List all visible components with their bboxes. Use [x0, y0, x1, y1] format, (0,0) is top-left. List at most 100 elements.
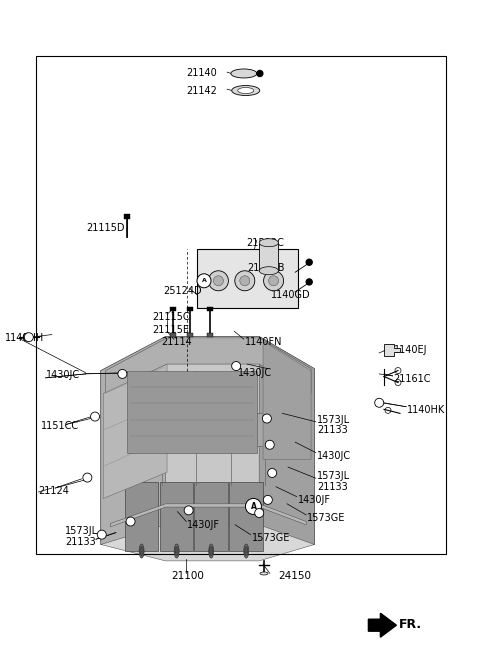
- Ellipse shape: [209, 546, 213, 556]
- Circle shape: [269, 276, 278, 286]
- Circle shape: [263, 414, 271, 423]
- Ellipse shape: [140, 546, 143, 556]
- Polygon shape: [127, 371, 257, 453]
- Ellipse shape: [232, 85, 260, 96]
- Text: 1573GE: 1573GE: [252, 533, 290, 543]
- Circle shape: [385, 407, 391, 413]
- Ellipse shape: [174, 544, 179, 558]
- Text: A: A: [251, 502, 256, 511]
- Ellipse shape: [175, 546, 179, 556]
- Text: 21124: 21124: [38, 485, 69, 496]
- Ellipse shape: [259, 239, 278, 247]
- Polygon shape: [263, 341, 311, 459]
- Circle shape: [306, 279, 312, 285]
- Polygon shape: [259, 337, 314, 544]
- Bar: [170, 333, 176, 337]
- Ellipse shape: [231, 69, 257, 78]
- Polygon shape: [101, 337, 314, 544]
- Text: 1140FN: 1140FN: [245, 337, 282, 348]
- Circle shape: [126, 517, 135, 526]
- Circle shape: [264, 495, 272, 504]
- Circle shape: [208, 271, 228, 291]
- Circle shape: [214, 276, 223, 286]
- Circle shape: [395, 380, 401, 386]
- Polygon shape: [101, 337, 166, 544]
- Circle shape: [184, 506, 193, 515]
- Text: 1140EJ: 1140EJ: [394, 344, 427, 355]
- Polygon shape: [160, 482, 193, 551]
- Circle shape: [23, 333, 31, 341]
- Text: A: A: [202, 278, 206, 283]
- Circle shape: [264, 271, 284, 291]
- Bar: [197, 249, 298, 308]
- Text: FR.: FR.: [398, 618, 421, 631]
- Polygon shape: [103, 364, 167, 499]
- Ellipse shape: [244, 546, 248, 556]
- Circle shape: [245, 499, 262, 514]
- Text: 1430JC: 1430JC: [317, 451, 351, 461]
- Bar: [170, 307, 176, 311]
- Polygon shape: [125, 482, 158, 551]
- Bar: [207, 333, 213, 337]
- Bar: [259, 243, 278, 271]
- Text: 1573JL
21133: 1573JL 21133: [317, 471, 350, 492]
- Text: 21142: 21142: [186, 85, 217, 96]
- Text: 1573GE: 1573GE: [307, 513, 346, 523]
- Ellipse shape: [259, 267, 278, 275]
- Text: 1430JF: 1430JF: [187, 520, 220, 530]
- Ellipse shape: [209, 544, 214, 558]
- Text: 1573JL
21133: 1573JL 21133: [65, 526, 98, 547]
- Circle shape: [118, 369, 127, 379]
- Circle shape: [375, 398, 384, 407]
- Circle shape: [255, 508, 264, 518]
- Text: 1573JL
21133: 1573JL 21133: [317, 415, 350, 436]
- Text: 1430JF: 1430JF: [298, 495, 331, 505]
- Bar: [187, 333, 192, 337]
- Text: 21115C: 21115C: [153, 312, 190, 322]
- Text: 1140HH: 1140HH: [5, 333, 44, 344]
- Circle shape: [24, 333, 33, 342]
- Text: 1140GD: 1140GD: [271, 290, 311, 300]
- Polygon shape: [101, 525, 314, 561]
- Circle shape: [91, 412, 99, 421]
- Circle shape: [97, 530, 106, 539]
- Circle shape: [83, 473, 92, 482]
- Circle shape: [235, 271, 255, 291]
- Text: 1151CC: 1151CC: [41, 421, 79, 432]
- Circle shape: [257, 70, 263, 77]
- Circle shape: [395, 367, 401, 373]
- Text: 25124D: 25124D: [163, 285, 202, 296]
- Text: 24150: 24150: [278, 571, 312, 581]
- Text: 1430JC: 1430JC: [238, 367, 272, 378]
- Bar: [124, 215, 130, 220]
- Circle shape: [306, 259, 312, 265]
- Bar: [207, 307, 213, 311]
- Text: 1140HK: 1140HK: [407, 405, 445, 415]
- Ellipse shape: [260, 572, 268, 575]
- Text: 21100: 21100: [171, 571, 204, 581]
- Polygon shape: [115, 413, 293, 446]
- Polygon shape: [106, 338, 311, 394]
- Text: 21161C: 21161C: [394, 374, 431, 384]
- Text: 21114: 21114: [161, 337, 192, 348]
- Text: 21115E: 21115E: [153, 325, 190, 335]
- Text: 21522C: 21522C: [246, 237, 284, 248]
- Text: 21140: 21140: [186, 68, 217, 79]
- Polygon shape: [384, 344, 400, 356]
- Ellipse shape: [139, 544, 144, 558]
- Polygon shape: [229, 482, 263, 551]
- Circle shape: [240, 276, 250, 286]
- Polygon shape: [194, 482, 228, 551]
- Polygon shape: [369, 613, 396, 637]
- Text: 21115D: 21115D: [86, 223, 125, 234]
- Ellipse shape: [238, 87, 254, 94]
- Text: 1430JC: 1430JC: [46, 370, 80, 380]
- Ellipse shape: [244, 544, 249, 558]
- Circle shape: [197, 274, 211, 288]
- Bar: [36, 56, 446, 554]
- Circle shape: [265, 440, 274, 449]
- Text: 21119B: 21119B: [247, 262, 285, 273]
- Circle shape: [268, 468, 276, 478]
- Bar: [187, 307, 192, 311]
- Polygon shape: [110, 504, 306, 527]
